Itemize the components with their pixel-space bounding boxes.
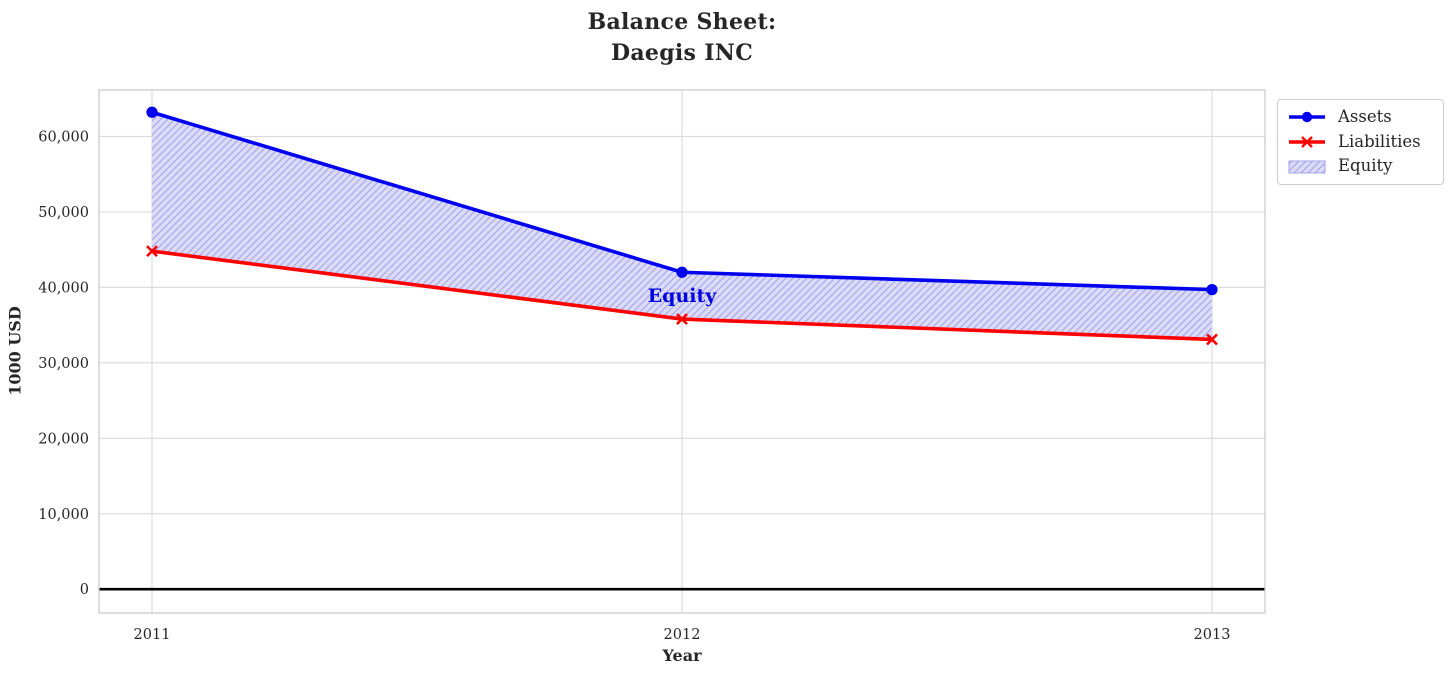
assets-marker [676,266,688,278]
x-tick-label: 2011 [134,627,171,643]
legend-item-liabilities: Liabilities [1287,131,1434,151]
y-tick-label: 40,000 [38,280,89,296]
x-tick-label: 2012 [664,627,701,643]
chart-title: Balance Sheet: Daegis INC [587,9,777,67]
legend-label-equity: Equity [1338,156,1393,176]
y-axis-label: 1000 USD [5,306,25,396]
y-tick-label: 60,000 [38,129,89,145]
legend-label-assets: Assets [1338,107,1392,127]
y-tick-label: 0 [80,582,89,598]
liabilities-marker [1206,333,1218,346]
x-tick-label: 2013 [1194,627,1231,643]
liabilities-line-sample-icon [1289,136,1325,148]
assets-line-sample-icon [1289,112,1325,123]
y-tick-label: 20,000 [38,431,89,447]
assets-marker [146,106,158,118]
legend-label-liabilities: Liabilities [1338,131,1421,151]
equity-patch-sample-icon [1288,160,1326,174]
equity-annotation: Equity [647,284,717,307]
legend-item-assets: Assets [1287,109,1434,126]
y-tick-label: 10,000 [38,507,89,523]
x-axis-label: Year [662,646,702,665]
plot-border [98,89,1266,614]
liabilities-marker [676,313,688,325]
y-tick-label: 30,000 [38,356,89,372]
y-tick-label: 50,000 [38,205,89,221]
liabilities-marker [146,245,158,258]
legend-item-equity: Equity [1287,158,1434,175]
assets-marker [1206,284,1218,296]
legend: Assets Liabilities Equity [1277,99,1444,185]
